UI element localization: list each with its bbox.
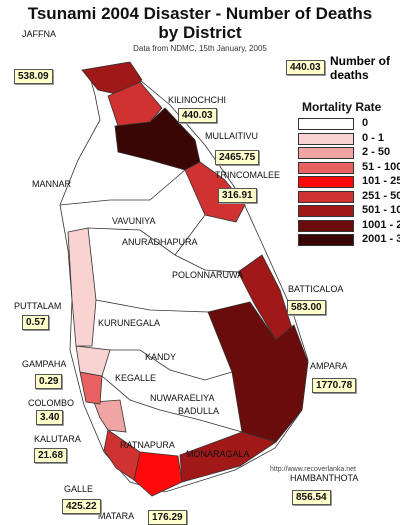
title: by District xyxy=(158,23,242,42)
ampara-region xyxy=(207,301,309,443)
district-name: BADULLA xyxy=(178,406,220,416)
district-name: BATTICALOA xyxy=(288,284,344,294)
district-name: KEGALLE xyxy=(115,373,157,383)
legend-label: 0 - 1 xyxy=(362,131,385,144)
legend-swatch xyxy=(298,118,354,130)
district-name: MONARAGALA xyxy=(186,449,250,459)
district-border xyxy=(101,375,243,433)
source-url: http://www.recoverlanka.net xyxy=(270,466,356,473)
district-name: GALLE xyxy=(64,484,94,494)
legend-swatch xyxy=(298,132,354,145)
district-name: KANDY xyxy=(145,352,177,362)
district-border xyxy=(95,299,209,313)
district-name: JAFFNA xyxy=(22,29,57,39)
district-border xyxy=(110,349,233,381)
key-label: Number of deaths xyxy=(330,54,390,82)
district-name: KURUNEGALA xyxy=(98,318,161,328)
district-name: MATARA xyxy=(98,511,135,521)
key-value: 440.03 xyxy=(286,60,325,75)
district-name: MANNAR xyxy=(32,179,72,189)
legend-swatch xyxy=(298,161,354,174)
death-count: 0.57 xyxy=(22,315,50,330)
district-name: KALUTARA xyxy=(34,434,81,444)
legend-swatch xyxy=(298,219,354,232)
legend-swatch xyxy=(298,205,354,217)
district-name: MULLAITIVU xyxy=(205,131,259,141)
legend-label: 51 - 100 xyxy=(362,160,400,173)
district-name: GAMPAHA xyxy=(22,359,67,369)
district-name: VAVUNIYA xyxy=(112,216,156,226)
matara-region xyxy=(133,451,183,497)
death-count: 316.91 xyxy=(218,188,257,203)
legend-swatch xyxy=(298,234,354,246)
district-name: RATNAPURA xyxy=(120,440,175,450)
legend-label: 1001 - 2000 xyxy=(362,218,400,231)
legend-label: 101 - 250 xyxy=(362,175,400,187)
district-name: POLONNARUWA xyxy=(172,270,244,280)
kilinochchi-region xyxy=(107,81,163,127)
death-count: 2465.75 xyxy=(215,150,260,165)
legend-label: 251 - 500 xyxy=(362,189,400,202)
district-name: KILINOCHCHI xyxy=(168,95,227,105)
legend-swatch xyxy=(298,147,354,159)
legend-title: Mortality Rate xyxy=(302,100,382,114)
legend-swatch xyxy=(298,190,354,203)
district-name: TRINCOMALEE xyxy=(215,170,281,180)
district-border xyxy=(174,214,206,256)
district-name: ANURADHAPURA xyxy=(122,237,198,247)
death-count: 176.29 xyxy=(148,510,187,525)
district-name: COLOMBO xyxy=(28,398,75,408)
death-count: 21.68 xyxy=(34,448,68,463)
legend-label: 2 - 50 xyxy=(362,146,391,158)
galle-region xyxy=(103,429,141,481)
district-name: PUTTALAM xyxy=(14,301,62,311)
district-border xyxy=(59,169,186,206)
death-count: 425.22 xyxy=(62,499,101,514)
district-name: HAMBANTHOTA xyxy=(290,473,359,483)
kalutara-region xyxy=(93,399,127,433)
legend-swatch xyxy=(298,176,354,188)
death-count: 0.29 xyxy=(35,374,63,389)
legend-label: 501 - 1000 xyxy=(362,204,400,216)
death-count: 856.54 xyxy=(292,490,331,505)
title: Tsunami 2004 Disaster - Number of Deaths xyxy=(27,4,373,23)
district-name: AMPARA xyxy=(310,361,348,371)
death-count: 1770.78 xyxy=(312,378,357,393)
district-name: NUWARAELIYA xyxy=(150,393,215,403)
subtitle: Data from NDMC, 15th January, 2005 xyxy=(133,44,267,53)
death-count: 583.00 xyxy=(287,300,326,315)
legend-label: 2001 - 3000 xyxy=(362,233,400,245)
legend-label: 0 xyxy=(362,117,369,129)
death-count: 440.03 xyxy=(178,108,217,123)
death-count: 538.09 xyxy=(14,69,53,84)
death-count: 3.40 xyxy=(36,410,64,425)
